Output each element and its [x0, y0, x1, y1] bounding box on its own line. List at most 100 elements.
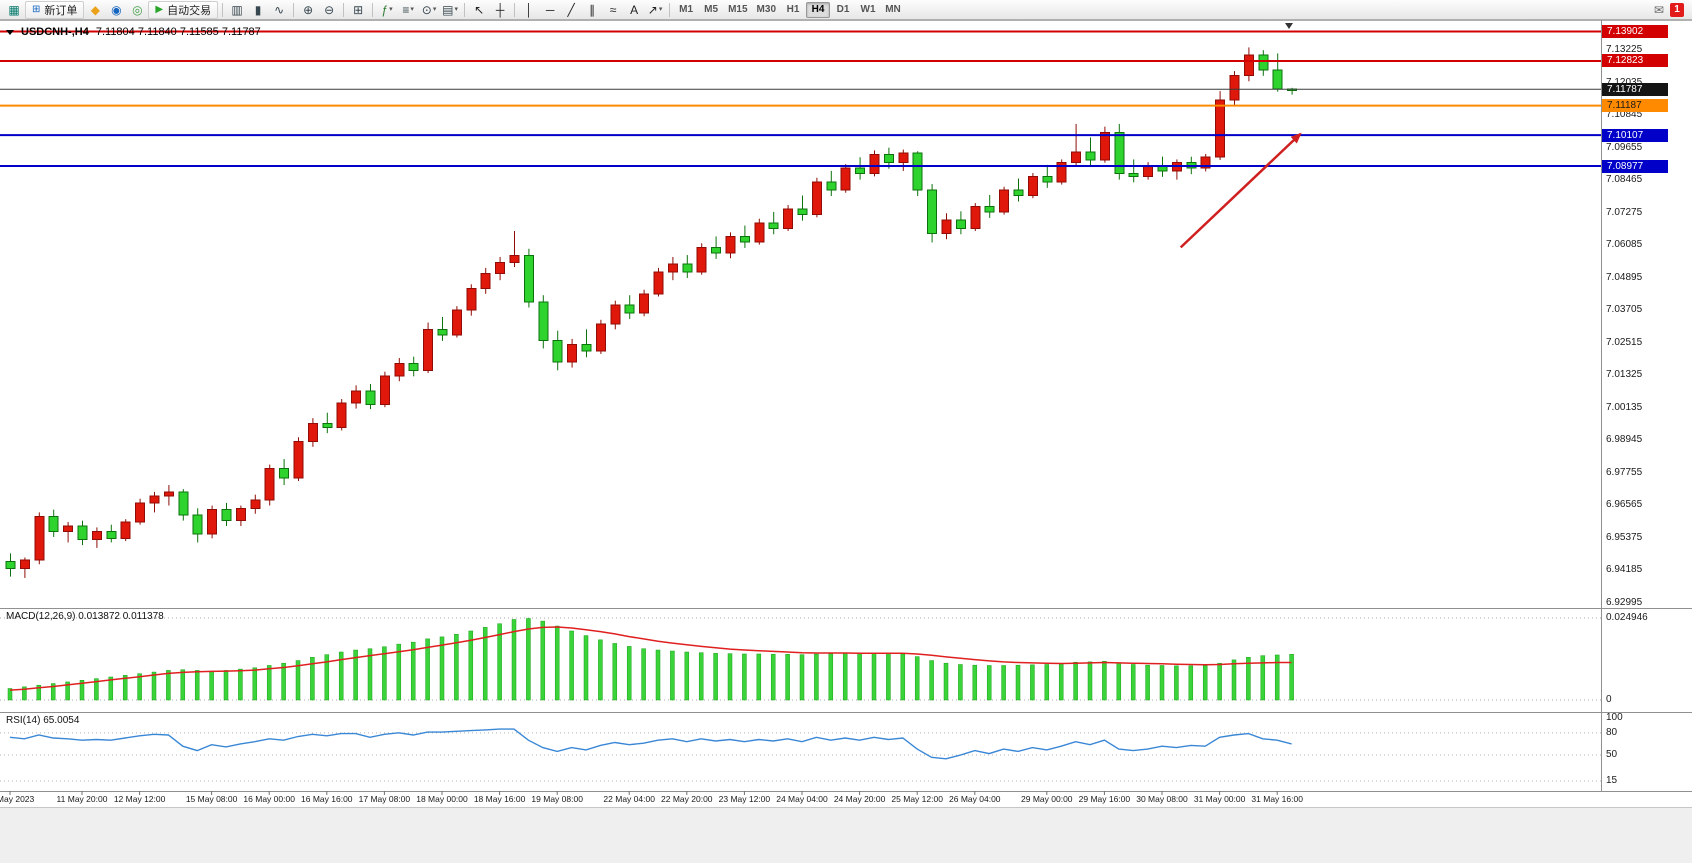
templates-icon-caret: ▾: [454, 6, 459, 13]
candle: [811, 177, 822, 218]
candle: [451, 306, 462, 338]
timeframe-m1-button[interactable]: M1: [679, 4, 694, 15]
candle: [783, 205, 794, 231]
trendline-icon[interactable]: ╱: [567, 2, 575, 17]
time-axis-label: 25 May 12:00: [891, 794, 943, 804]
profile-icon[interactable]: ◉: [111, 2, 122, 17]
horizontal-line-icon[interactable]: ─: [545, 2, 555, 17]
candle: [149, 491, 160, 513]
rsi-label: RSI(14) 65.0054: [6, 715, 79, 726]
toolbar-separator: [669, 2, 671, 17]
candle: [408, 356, 419, 377]
macd-label: MACD(12,26,9) 0.013872 0.011378: [6, 611, 164, 622]
candle: [696, 243, 707, 275]
cursor-icon[interactable]: ↖: [474, 2, 485, 17]
time-axis-label: 11 May 2023: [0, 794, 35, 804]
periods-icon[interactable]: ⊙ ▾: [421, 2, 437, 17]
candle: [91, 527, 102, 548]
candle: [1128, 159, 1139, 183]
candle: [1215, 91, 1226, 160]
candle: [351, 385, 362, 409]
candle: [927, 184, 938, 243]
arrows-icon[interactable]: ↗ ▾: [647, 2, 663, 17]
timeframe-w1-button[interactable]: W1: [860, 4, 876, 15]
time-axis-label: 16 May 16:00: [301, 794, 353, 804]
price-line-badge: 7.10107: [1602, 128, 1668, 142]
candle: [250, 494, 261, 514]
time-axis-label: 29 May 00:00: [1021, 794, 1073, 804]
community-icon[interactable]: ◎: [132, 2, 143, 17]
candle: [394, 358, 405, 382]
timeframe-m5-button[interactable]: M5: [704, 4, 719, 15]
chart-window[interactable]: USDCNH-,H4 7.11804 7.11840 7.11585 7.117…: [0, 20, 1692, 863]
timeframe-d1-button[interactable]: D1: [836, 4, 850, 15]
tile-windows-icon[interactable]: ⊞: [353, 2, 364, 17]
candle: [307, 418, 318, 447]
indicators-icon-caret: ▾: [389, 6, 393, 13]
time-axis-label: 18 May 00:00: [416, 794, 468, 804]
mail-icon[interactable]: ✉: [1653, 2, 1664, 17]
channel-icon[interactable]: ∥: [589, 2, 596, 17]
price-axis-label: 7.12035: [1606, 77, 1642, 88]
fibonacci-icon[interactable]: ≈: [609, 2, 617, 17]
zoom-in-icon[interactable]: ⊕: [303, 2, 314, 17]
chart-title: USDCNH-,H4 7.11804 7.11840 7.11585 7.117…: [6, 26, 261, 38]
new-order-button[interactable]: ⊞ 新订单: [25, 0, 85, 19]
text-icon[interactable]: A: [630, 2, 639, 17]
candle: [898, 149, 909, 171]
candlestick-chart-icon[interactable]: ▮: [254, 2, 262, 17]
line-chart-icon[interactable]: ∿: [274, 2, 285, 17]
candle: [264, 464, 275, 506]
candle: [768, 211, 779, 235]
candle: [336, 399, 347, 431]
bar-chart-icon[interactable]: ▥: [231, 2, 243, 17]
candle: [653, 267, 664, 297]
crosshair-icon[interactable]: ┼: [495, 2, 505, 17]
candle: [34, 512, 45, 565]
timeframe-m30-button[interactable]: M30: [756, 4, 776, 15]
symbol-dropdown-icon[interactable]: [6, 29, 14, 35]
chart-shift-marker[interactable]: [1285, 23, 1293, 29]
price-chart-canvas[interactable]: [0, 20, 1692, 863]
price-line-badge: 7.13902: [1602, 25, 1668, 38]
price-line-badge: 7.12823: [1602, 54, 1668, 68]
price-axis-label: 7.08465: [1606, 174, 1643, 186]
indicators-icon[interactable]: ƒ ▾: [381, 2, 393, 17]
candle: [466, 284, 477, 316]
time-axis-label: 17 May 08:00: [358, 794, 411, 804]
candle: [63, 521, 74, 543]
timeframe-h1-button[interactable]: H1: [786, 4, 800, 15]
ea-wizard-icon[interactable]: ◆: [90, 2, 100, 17]
chart-symbol-period: USDCNH-,H4: [21, 26, 89, 38]
periods-icon-caret: ▾: [432, 6, 437, 13]
price-axis-label: 7.04895: [1606, 271, 1643, 283]
indicator-list-icon[interactable]: ≡ ▾: [402, 2, 414, 17]
time-axis-label: 11 May 20:00: [56, 794, 108, 804]
notification-badge[interactable]: 1: [1670, 2, 1684, 17]
candle: [365, 383, 376, 410]
price-line-badge: 7.11187: [1602, 99, 1668, 113]
candle: [1243, 47, 1254, 82]
zoom-out-icon[interactable]: ⊖: [324, 2, 335, 17]
chart-window-icon[interactable]: ▦: [8, 2, 20, 17]
vertical-line-icon[interactable]: │: [525, 2, 533, 17]
candle: [163, 485, 174, 506]
candle: [1171, 159, 1182, 180]
candle: [523, 248, 534, 308]
templates-icon[interactable]: ▤ ▾: [442, 2, 459, 17]
candle: [797, 195, 808, 221]
candle: [1229, 71, 1240, 106]
timeframe-m15-button[interactable]: M15: [728, 4, 748, 15]
auto-trading-button[interactable]: ▶ 自动交易: [148, 0, 219, 19]
candle: [1143, 162, 1154, 180]
candle: [639, 289, 650, 317]
trend-arrow[interactable]: [1179, 132, 1302, 249]
timeframe-mn-button[interactable]: MN: [885, 4, 901, 15]
candle: [106, 524, 117, 543]
candle: [538, 295, 549, 349]
rsi-axis-label: 50: [1606, 749, 1618, 761]
candle: [135, 498, 146, 525]
candle: [120, 519, 131, 542]
macd-indicator: [0, 617, 1601, 701]
timeframe-h4-button[interactable]: H4: [806, 1, 830, 18]
